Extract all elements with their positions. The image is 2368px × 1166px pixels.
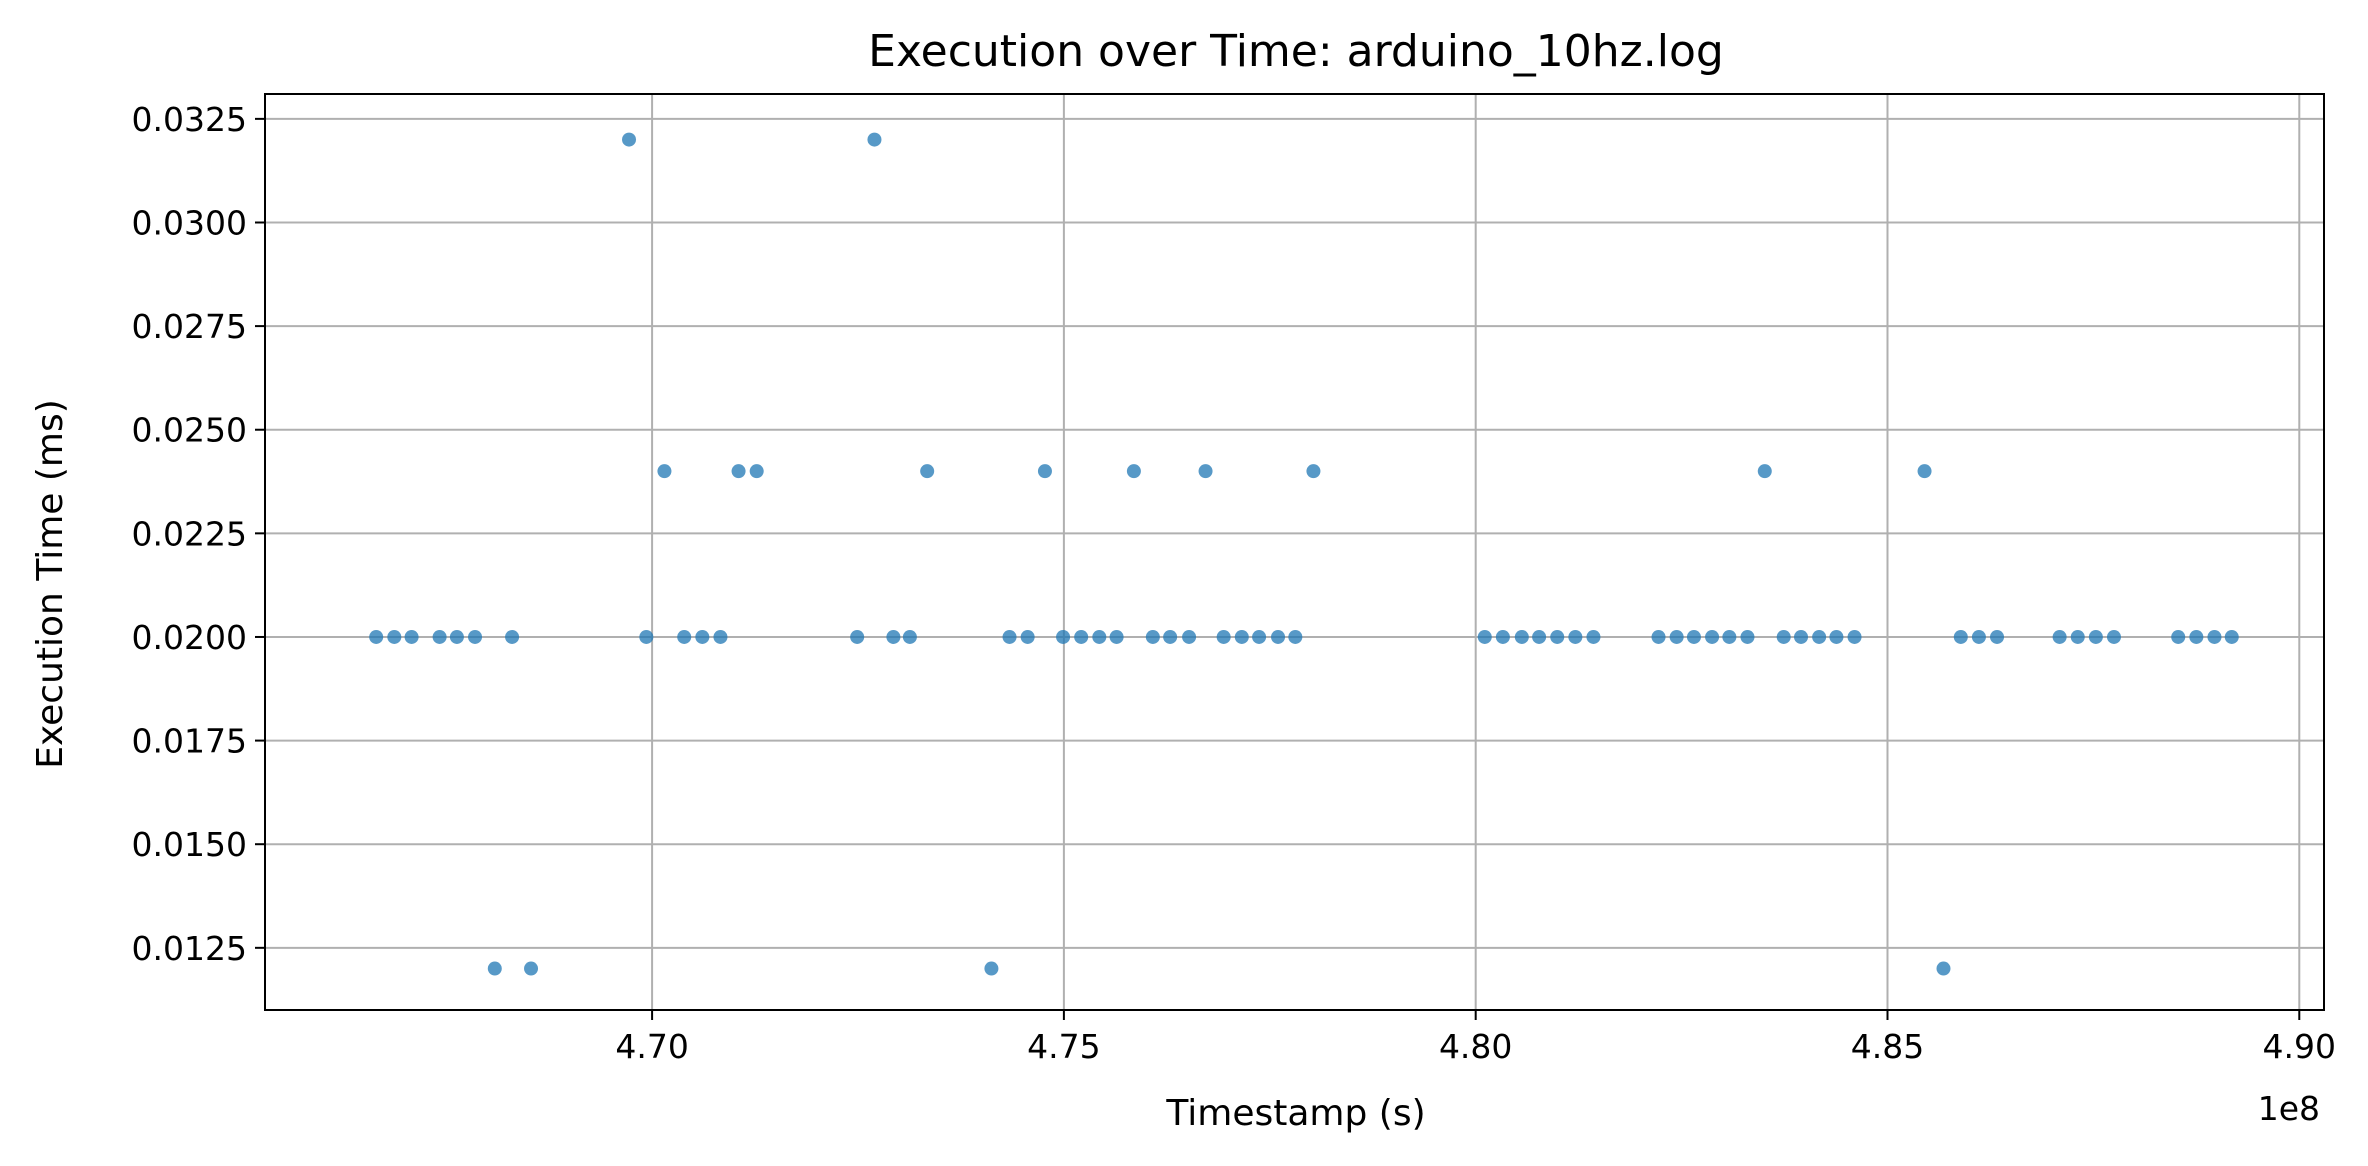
data-point	[1686, 629, 1701, 644]
data-points	[369, 132, 2239, 976]
data-point	[639, 629, 654, 644]
data-point	[1126, 464, 1141, 479]
data-point	[1198, 464, 1213, 479]
data-point	[1145, 629, 1160, 644]
data-point	[1829, 629, 1844, 644]
x-tick-label: 4.80	[1439, 1027, 1512, 1066]
data-point	[1182, 629, 1197, 644]
data-point	[749, 464, 764, 479]
x-axis-offset-label: 1e8	[2258, 1089, 2320, 1128]
data-point	[2052, 629, 2067, 644]
y-tick-label: 0.0300	[132, 203, 247, 242]
data-point	[524, 961, 539, 976]
data-point	[2189, 629, 2204, 644]
data-point	[1651, 629, 1666, 644]
data-point	[1847, 629, 1862, 644]
data-point	[1740, 629, 1755, 644]
grid-lines	[265, 94, 2324, 1010]
data-point	[850, 629, 865, 644]
data-point	[1037, 464, 1052, 479]
data-point	[2106, 629, 2121, 644]
plot-frame	[264, 93, 2325, 1011]
data-point	[1586, 629, 1601, 644]
data-point	[468, 629, 483, 644]
data-point	[387, 629, 402, 644]
data-point	[2171, 629, 2186, 644]
data-point	[1074, 629, 1089, 644]
data-point	[1971, 629, 1986, 644]
data-point	[902, 629, 917, 644]
data-point	[2088, 629, 2103, 644]
y-tick-label: 0.0150	[132, 825, 247, 864]
y-tick-label: 0.0200	[132, 618, 247, 657]
data-point	[1722, 629, 1737, 644]
data-point	[1163, 629, 1178, 644]
data-point	[1953, 629, 1968, 644]
y-tick-label: 0.0250	[132, 411, 247, 450]
data-point	[1271, 629, 1286, 644]
x-tick-label: 4.75	[1027, 1027, 1100, 1066]
data-point	[1669, 629, 1684, 644]
chart-title: Execution over Time: arduino_10hz.log	[868, 26, 1724, 77]
data-point	[1757, 464, 1772, 479]
data-point	[369, 629, 384, 644]
data-point	[404, 629, 419, 644]
data-point	[1990, 629, 2005, 644]
x-axis-label: Timestamp (s)	[1165, 1093, 1425, 1134]
data-point	[867, 132, 882, 147]
data-point	[731, 464, 746, 479]
data-point	[1917, 464, 1932, 479]
data-point	[2224, 629, 2239, 644]
data-point	[1514, 629, 1529, 644]
y-axis-label: Execution Time (ms)	[30, 399, 71, 769]
data-point	[1092, 629, 1107, 644]
data-point	[1288, 629, 1303, 644]
y-tick-label: 0.0125	[132, 929, 247, 968]
data-point	[1477, 629, 1492, 644]
data-point	[677, 629, 692, 644]
y-axis-ticks: 0.0125 0.0150 0.0175 0.0200 0.0225 0.0250 0.02…	[132, 100, 265, 968]
data-point	[886, 629, 901, 644]
data-point	[1234, 629, 1249, 644]
data-point	[984, 961, 999, 976]
data-point	[1020, 629, 1035, 644]
data-point	[1306, 464, 1321, 479]
data-point	[487, 961, 502, 976]
data-point	[1705, 629, 1720, 644]
data-point	[1252, 629, 1267, 644]
data-point	[1216, 629, 1231, 644]
y-tick-label: 0.0225	[132, 514, 247, 553]
y-tick-label: 0.0275	[132, 307, 247, 346]
x-axis-ticks: 4.70 4.75 4.80 4.85 4.90	[615, 1010, 2336, 1066]
data-point	[713, 629, 728, 644]
data-point	[2207, 629, 2222, 644]
data-point	[1056, 629, 1071, 644]
data-point	[505, 629, 520, 644]
data-point	[449, 629, 464, 644]
data-point	[2070, 629, 2085, 644]
data-point	[1568, 629, 1583, 644]
data-point	[695, 629, 710, 644]
data-point	[1532, 629, 1547, 644]
y-tick-label: 0.0175	[132, 722, 247, 761]
data-point	[1936, 961, 1951, 976]
data-point	[657, 464, 672, 479]
data-point	[1776, 629, 1791, 644]
y-tick-label: 0.0325	[132, 100, 247, 139]
x-tick-label: 4.85	[1851, 1027, 1924, 1066]
x-tick-label: 4.90	[2263, 1027, 2336, 1066]
data-point	[1794, 629, 1809, 644]
data-point	[432, 629, 447, 644]
data-point	[622, 132, 637, 147]
data-point	[1109, 629, 1124, 644]
data-point	[920, 464, 935, 479]
data-point	[1495, 629, 1510, 644]
data-point	[1550, 629, 1565, 644]
data-point	[1002, 629, 1017, 644]
data-point	[1812, 629, 1827, 644]
x-tick-label: 4.70	[615, 1027, 688, 1066]
